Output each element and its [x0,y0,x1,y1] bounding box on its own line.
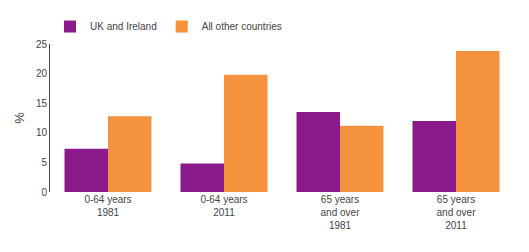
svg-text:All other countries: All other countries [202,21,282,32]
svg-text:65 yearsand over1981: 65 yearsand over1981 [321,194,361,231]
svg-text:15: 15 [36,98,48,109]
svg-text:UK and Ireland: UK and Ireland [90,21,157,32]
svg-text:5: 5 [41,157,47,168]
svg-text:20: 20 [36,68,48,79]
svg-text:0-64 years1981: 0-64 years1981 [84,194,131,218]
svg-text:10: 10 [36,127,48,138]
svg-text:0: 0 [41,187,47,198]
svg-text:25: 25 [36,39,48,50]
svg-text:%: % [12,112,27,124]
svg-text:65 yearsand over2011: 65 yearsand over2011 [437,194,477,231]
svg-text:0-64 years2011: 0-64 years2011 [200,194,247,218]
